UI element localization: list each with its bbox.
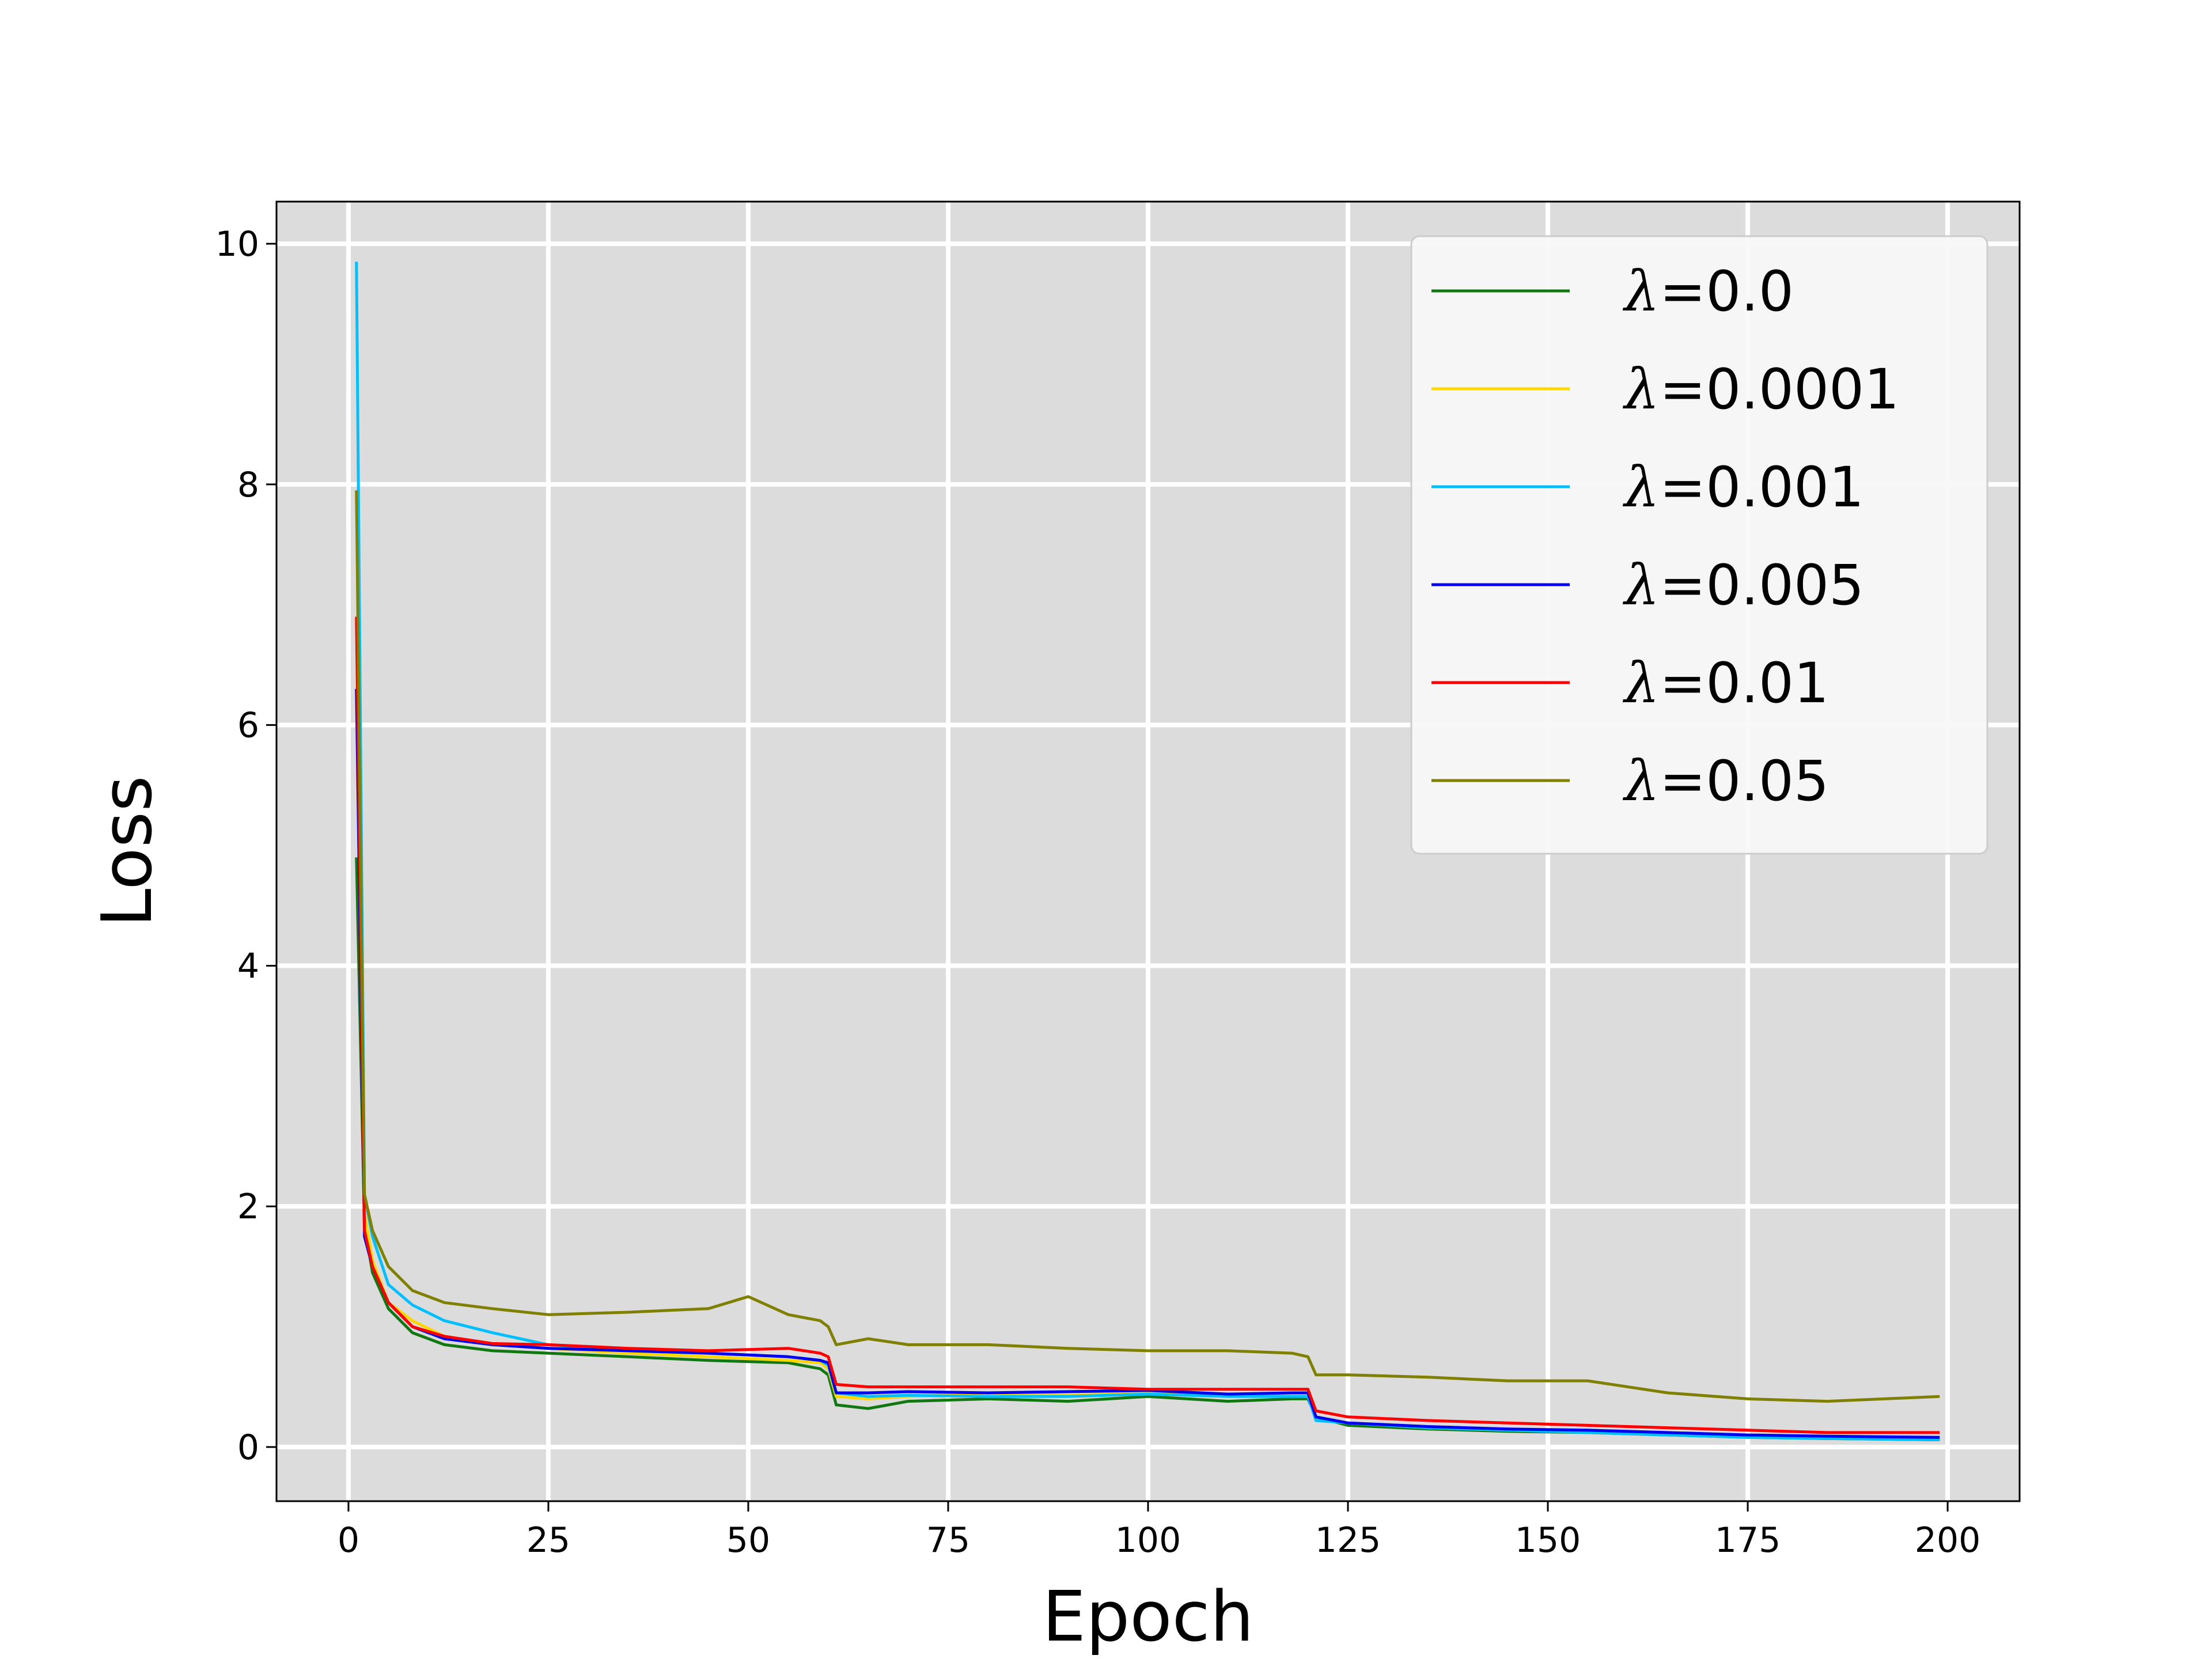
axis-ticks: 0 25 50 75 100 125 150 175 200 0 2 4 6 8 10: [215, 224, 1981, 1560]
x-tick-label: 125: [1315, 1520, 1381, 1560]
legend-label: λ=0.05: [1622, 749, 1829, 813]
x-tick-label: 150: [1515, 1520, 1581, 1560]
y-tick-label: 6: [237, 706, 259, 746]
series-line: [355, 688, 1940, 1439]
series-line: [355, 616, 1940, 1434]
x-tick-label: 200: [1915, 1520, 1981, 1560]
legend-label: λ=0.01: [1622, 651, 1829, 715]
y-tick-label: 10: [215, 224, 259, 264]
y-tick-label: 8: [237, 465, 259, 505]
x-tick-label: 175: [1715, 1520, 1781, 1560]
legend-label: λ=0.0001: [1622, 357, 1899, 422]
x-tick-label: 100: [1115, 1520, 1181, 1560]
y-axis-label: Loss: [88, 775, 168, 927]
legend-label: λ=0.005: [1622, 553, 1864, 618]
y-tick-label: 0: [237, 1427, 259, 1468]
x-tick-label: 50: [726, 1520, 770, 1560]
x-tick-label: 0: [338, 1520, 359, 1560]
y-tick-label: 2: [237, 1187, 259, 1227]
series-line: [355, 490, 1940, 1403]
legend-label: λ=0.0: [1622, 259, 1794, 324]
x-tick-label: 75: [926, 1520, 970, 1560]
y-tick-label: 4: [237, 946, 259, 986]
x-tick-label: 25: [527, 1520, 570, 1560]
legend-box: [1410, 235, 1988, 855]
x-axis-label: Epoch: [1042, 1577, 1253, 1657]
series-lines: [355, 262, 1940, 1441]
legend: λ=0.0 λ=0.0001 λ=0.001 λ=0.005 λ=0.01 λ=0.05: [1410, 235, 1988, 855]
legend-label: λ=0.001: [1622, 455, 1864, 520]
